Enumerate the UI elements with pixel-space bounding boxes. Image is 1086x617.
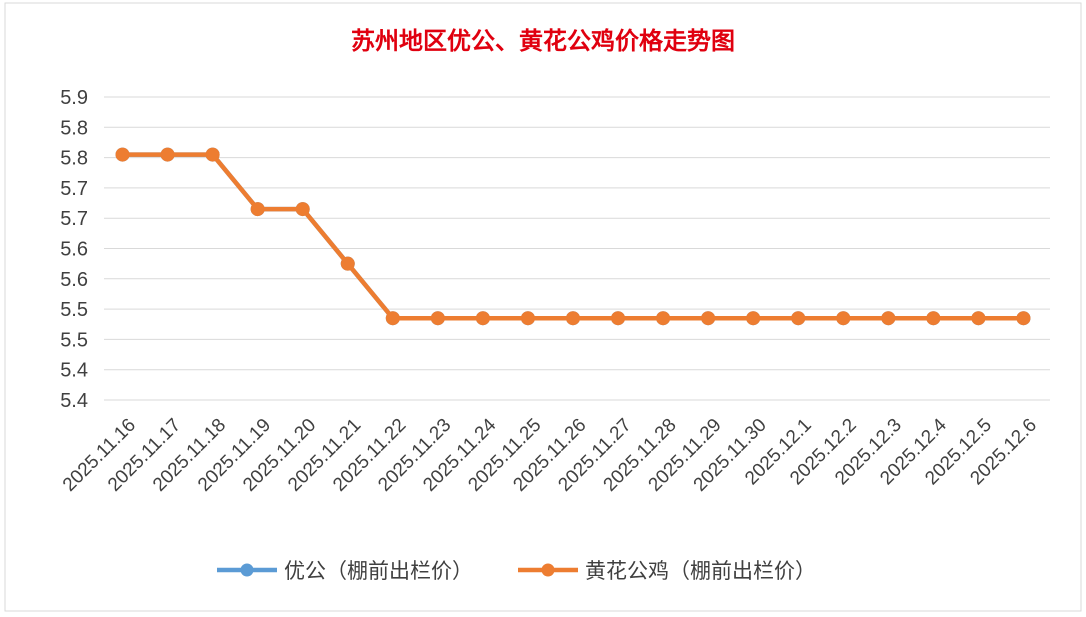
y-tick-label: 5.8 bbox=[60, 148, 88, 170]
data-point bbox=[611, 311, 626, 326]
chart-frame bbox=[4, 2, 1082, 612]
legend-marker bbox=[240, 563, 254, 577]
legend-label: 黄花公鸡（棚前出栏价） bbox=[585, 559, 816, 583]
data-point bbox=[340, 256, 355, 271]
legend-marker bbox=[541, 563, 555, 577]
legend-item: 优公（棚前出栏价） bbox=[217, 559, 473, 583]
data-point bbox=[971, 311, 986, 326]
y-tick-label: 5.4 bbox=[60, 360, 88, 382]
series-lines bbox=[115, 147, 1031, 326]
data-point bbox=[656, 311, 671, 326]
data-point bbox=[746, 311, 761, 326]
y-tick-label: 5.5 bbox=[60, 329, 88, 351]
data-point bbox=[566, 311, 580, 326]
data-point bbox=[250, 202, 265, 217]
data-point bbox=[520, 311, 535, 326]
data-point bbox=[791, 311, 806, 326]
data-point bbox=[205, 147, 220, 162]
data-point bbox=[1016, 311, 1031, 326]
y-tick-label: 5.5 bbox=[60, 299, 88, 321]
data-point bbox=[836, 311, 851, 326]
legend-item: 黄花公鸡（棚前出栏价） bbox=[518, 559, 816, 583]
legend-label: 优公（棚前出栏价） bbox=[284, 559, 473, 583]
data-point bbox=[385, 311, 400, 326]
gridlines bbox=[104, 96, 1050, 401]
y-tick-label: 5.9 bbox=[60, 87, 88, 109]
data-point bbox=[475, 311, 490, 326]
data-point bbox=[430, 311, 445, 326]
y-tick-label: 5.7 bbox=[60, 178, 88, 200]
chart-title: 苏州地区优公、黄花公鸡价格走势图 bbox=[351, 26, 735, 55]
data-point bbox=[160, 147, 175, 162]
y-tick-label: 5.8 bbox=[60, 117, 88, 139]
data-point bbox=[295, 202, 310, 217]
y-tick-label: 5.4 bbox=[60, 390, 88, 412]
data-point bbox=[115, 147, 130, 162]
y-axis-ticks: 5.9 5.8 5.8 5.7 5.7 5.6 5.6 5.5 5.5 5.4 5.4 bbox=[60, 87, 88, 412]
data-point bbox=[926, 311, 941, 326]
legend: 优公（棚前出栏价） 黄花公鸡（棚前出栏价） bbox=[217, 559, 816, 583]
data-point bbox=[881, 311, 896, 326]
y-tick-label: 5.7 bbox=[60, 208, 88, 230]
y-tick-label: 5.6 bbox=[60, 269, 88, 291]
data-point bbox=[701, 311, 716, 326]
y-tick-label: 5.6 bbox=[60, 239, 88, 261]
series-1 bbox=[115, 147, 1031, 326]
